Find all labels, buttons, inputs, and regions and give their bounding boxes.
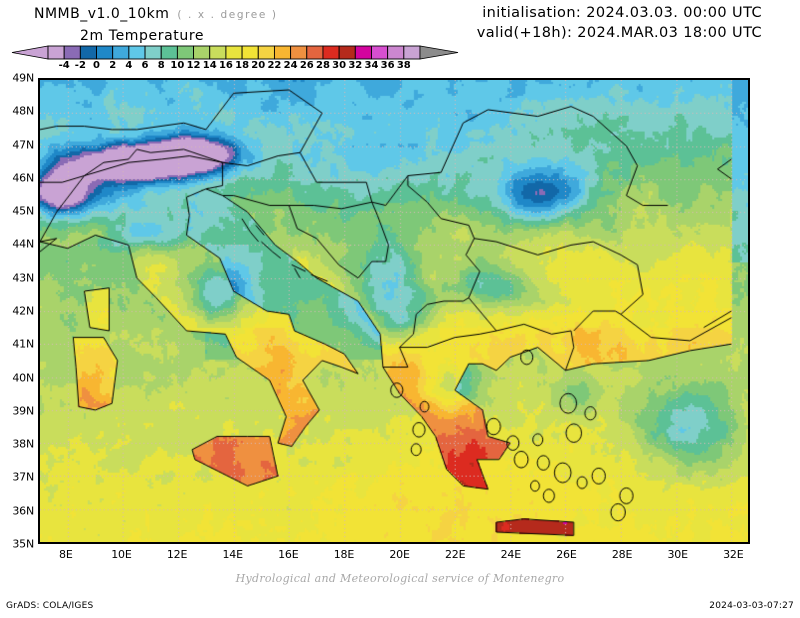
colorbar-swatch bbox=[225, 45, 243, 60]
colorbar-tick: -2 bbox=[74, 60, 86, 71]
colorbar-tick: 20 bbox=[251, 60, 266, 71]
latitude-tick-label: 36N bbox=[12, 504, 34, 518]
colorbar-swatch bbox=[144, 45, 162, 60]
colorbar-tick: 38 bbox=[396, 60, 411, 71]
service-credit: Hydrological and Meteorological service … bbox=[235, 572, 565, 585]
temperature-field-canvas bbox=[40, 80, 748, 542]
colorbar-tick: 0 bbox=[93, 60, 100, 71]
colorbar-tick: 30 bbox=[332, 60, 347, 71]
longitude-tick-label: 20E bbox=[389, 548, 410, 561]
longitude-tick-label: 8E bbox=[59, 548, 73, 561]
colorbar-swatch bbox=[354, 45, 372, 60]
temperature-colorbar: -4 -2 0 2 4 6 8 10 12 14 16 18 20 22 24 26 28 30 32 34 36 38 bbox=[6, 44, 466, 72]
latitude-tick-label: 44N bbox=[12, 237, 34, 251]
valid-time: valid(+18h): 2024.MAR.03 18:00 UTC bbox=[476, 25, 762, 41]
colorbar-swatch bbox=[257, 45, 275, 60]
colorbar-tick: 2 bbox=[109, 60, 117, 71]
colorbar-tick-labels: -4 -2 0 2 4 6 8 10 12 14 16 18 20 22 24 26 28 30 32 34 36 38 bbox=[6, 60, 466, 72]
colorbar-tick: 14 bbox=[202, 60, 217, 71]
colorbar-tick: 16 bbox=[218, 60, 233, 71]
colorbar-swatch bbox=[176, 45, 195, 60]
longitude-tick-label: 14E bbox=[222, 548, 244, 561]
generation-timestamp: 2024-03-03-07:27 bbox=[709, 601, 794, 611]
field-title: 2m Temperature bbox=[80, 28, 205, 44]
colorbar-tick: 22 bbox=[267, 60, 282, 71]
colorbar-swatch bbox=[322, 45, 340, 60]
colorbar-swatch bbox=[128, 45, 146, 60]
colorbar-tick: -4 bbox=[58, 60, 70, 71]
colorbar-swatch bbox=[290, 45, 308, 60]
latitude-tick-label: 41N bbox=[12, 337, 34, 351]
longitude-tick-label: 22E bbox=[445, 548, 466, 561]
latitude-tick-label: 47N bbox=[12, 138, 34, 152]
latitude-tick-label: 46N bbox=[12, 171, 34, 185]
colorbar-tick: 10 bbox=[170, 60, 185, 71]
grads-attribution: GrADS: COLA/IGES bbox=[6, 601, 94, 611]
longitude-tick-label: 16E bbox=[278, 548, 299, 561]
colorbar-tick: 8 bbox=[157, 60, 165, 71]
longitude-tick-label: 12E bbox=[166, 548, 188, 561]
colorbar-tick: 34 bbox=[364, 60, 379, 71]
longitude-tick-label: 30E bbox=[667, 548, 689, 561]
colorbar-swatch bbox=[338, 45, 356, 60]
colorbar-swatch bbox=[273, 45, 292, 60]
longitude-tick-label: 10E bbox=[111, 548, 132, 561]
latitude-tick-label: 45N bbox=[12, 204, 34, 218]
colorbar-swatches bbox=[11, 45, 459, 60]
longitude-tick-label: 18E bbox=[333, 548, 355, 561]
colorbar-tick: 12 bbox=[186, 60, 201, 71]
longitude-tick-label: 24E bbox=[500, 548, 522, 561]
latitude-tick-label: 39N bbox=[12, 404, 34, 418]
model-units-note: ( . x . degree ) bbox=[177, 9, 278, 21]
colorbar-swatch bbox=[47, 45, 65, 60]
colorbar-tick: 18 bbox=[235, 60, 250, 71]
map-plot-area[interactable] bbox=[38, 78, 750, 544]
colorbar-tick: 6 bbox=[141, 60, 149, 71]
colorbar-swatch bbox=[160, 45, 178, 60]
colorbar-swatch bbox=[79, 45, 97, 60]
colorbar-tick: 32 bbox=[348, 60, 363, 71]
colorbar-swatch bbox=[209, 45, 227, 60]
colorbar-swatch bbox=[306, 45, 324, 60]
latitude-tick-label: 37N bbox=[12, 470, 34, 484]
colorbar-tick: 28 bbox=[315, 60, 330, 71]
colorbar-swatch bbox=[63, 45, 81, 60]
latitude-tick-label: 40N bbox=[12, 371, 34, 385]
initialisation-time: initialisation: 2024.03.03. 00:00 UTC bbox=[482, 5, 762, 21]
longitude-tick-label: 28E bbox=[611, 548, 633, 561]
colorbar-swatch bbox=[387, 45, 405, 60]
longitude-tick-label: 32E bbox=[723, 548, 744, 561]
colorbar-swatch bbox=[112, 45, 130, 60]
colorbar-tick: 36 bbox=[380, 60, 395, 71]
latitude-tick-label: 48N bbox=[12, 104, 34, 118]
colorbar-swatch bbox=[371, 45, 389, 60]
colorbar-tick: 4 bbox=[125, 60, 133, 71]
colorbar-tick: 24 bbox=[283, 60, 298, 71]
model-title: NMMB_v1.0_10km ( . x . degree ) bbox=[34, 6, 278, 22]
model-name: NMMB_v1.0_10km bbox=[34, 6, 170, 22]
colorbar-swatch bbox=[193, 45, 211, 60]
colorbar-tick: 26 bbox=[299, 60, 314, 71]
colorbar-swatch bbox=[96, 45, 114, 60]
colorbar-swatch bbox=[403, 45, 421, 60]
latitude-tick-label: 42N bbox=[12, 304, 34, 318]
latitude-tick-label: 49N bbox=[12, 71, 34, 85]
colorbar-swatch bbox=[241, 45, 259, 60]
latitude-tick-label: 43N bbox=[12, 271, 34, 285]
latitude-tick-label: 38N bbox=[12, 437, 34, 451]
longitude-tick-label: 26E bbox=[556, 548, 577, 561]
latitude-tick-label: 35N bbox=[12, 537, 34, 551]
